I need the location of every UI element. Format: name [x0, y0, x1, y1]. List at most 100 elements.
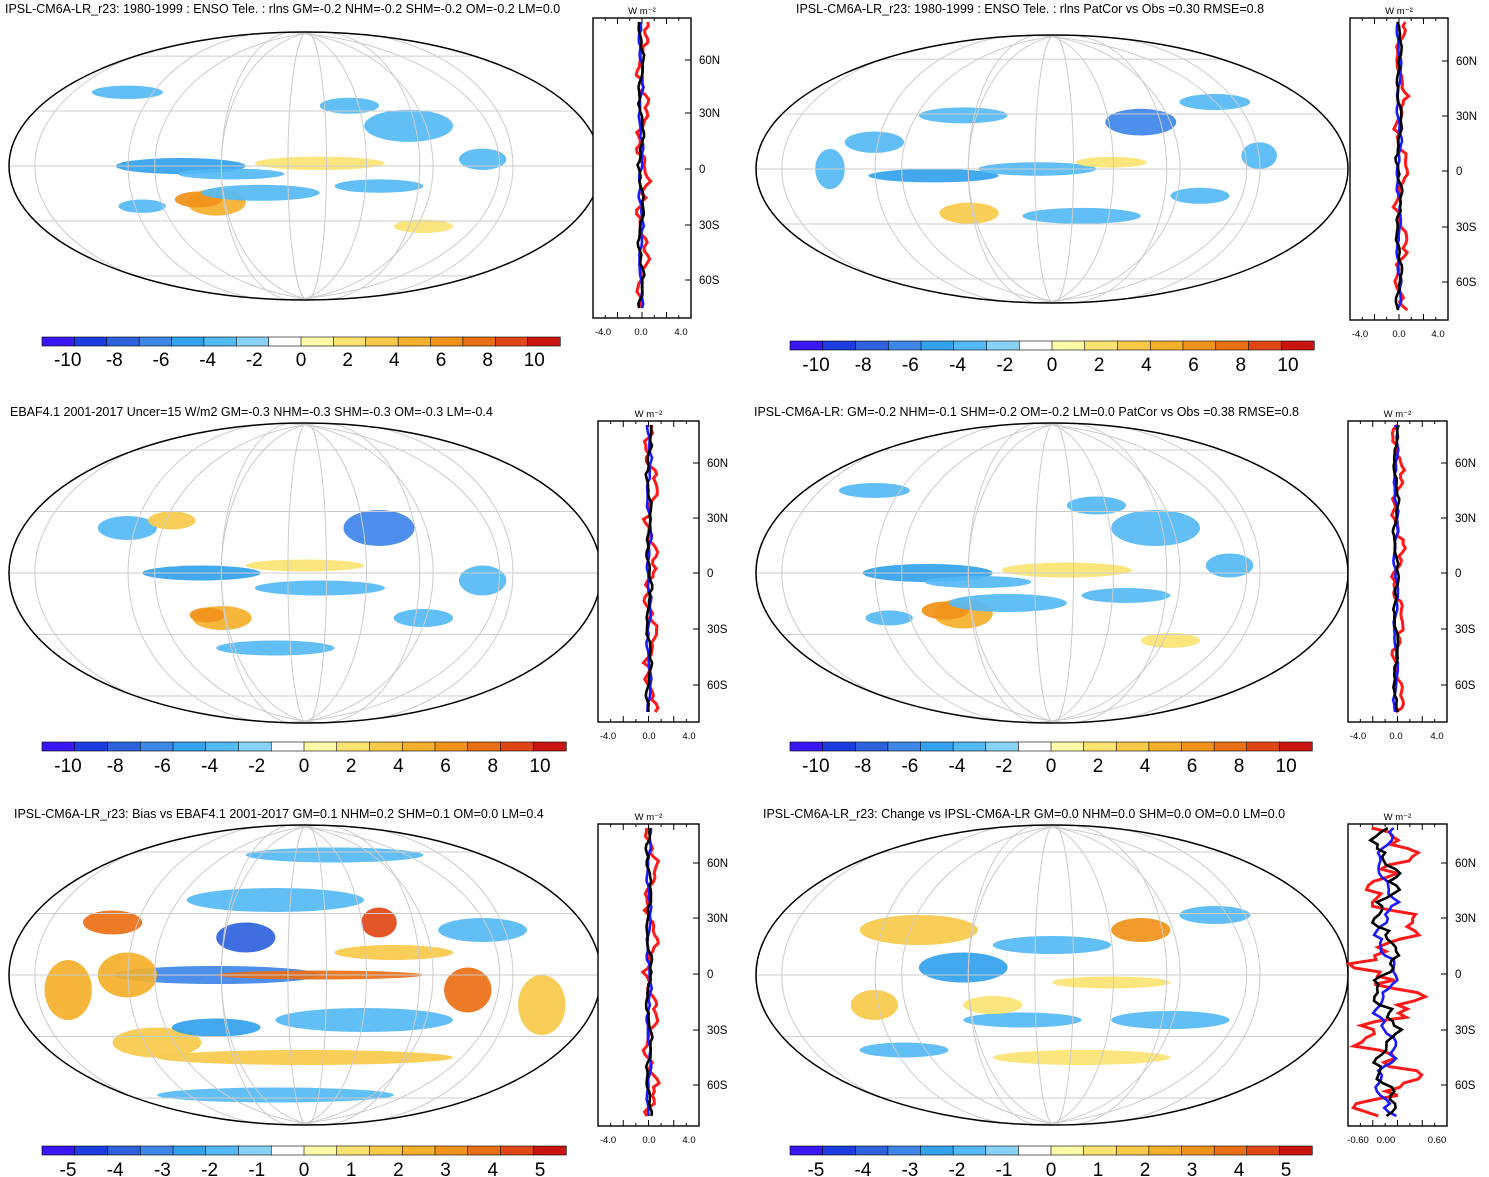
panel-title: EBAF4.1 2001-2017 Uncer=15 W/m2 GM=-0.3 …: [10, 405, 493, 419]
profile-frame: [1347, 823, 1448, 1127]
anomaly-patch: [157, 1050, 453, 1065]
colorbar-swatch: [1149, 340, 1184, 351]
panel-title: IPSL-CM6A-LR_r23: Change vs IPSL-CM6A-LR…: [763, 807, 1285, 821]
anomaly-patch: [97, 516, 157, 540]
colorbar-label: 4: [1141, 355, 1152, 376]
colorbar-swatch: [303, 1145, 338, 1156]
colorbar-label: 5: [1281, 1160, 1292, 1177]
longitude-line: [874, 423, 1181, 723]
colorbar-swatch: [1051, 340, 1086, 351]
x-tick-label: 4.0: [674, 327, 687, 338]
anomaly-patch: [186, 888, 365, 912]
lat-tick-label: 0: [699, 164, 705, 176]
anomaly-patch: [1111, 510, 1200, 546]
colorbar-label: 1: [346, 1160, 357, 1177]
longitude-line: [220, 825, 421, 1125]
colorbar-label: 2: [342, 350, 353, 371]
longitude-line: [127, 423, 434, 723]
colorbar-swatch: [532, 741, 567, 752]
colorbar-label: 8: [488, 756, 499, 777]
colorbar-swatch: [203, 336, 237, 347]
colorbar-label: 4: [488, 1160, 499, 1177]
profile-line-black: [644, 827, 654, 1117]
colorbar-label: 8: [1236, 355, 1247, 376]
zonal-mean-profile: 60N 30N 0 30S 60S W m⁻² -4.0 0.0 4.0: [597, 409, 728, 742]
colorbar-swatch: [527, 336, 561, 347]
colorbar-label: -2: [996, 355, 1013, 376]
lat-tick-label: 0: [1456, 166, 1462, 178]
longitude-line: [874, 35, 1181, 303]
anomaly-patch: [1022, 207, 1141, 224]
longitude-line: [34, 423, 501, 723]
anomaly-patch: [868, 169, 999, 183]
panel-title: IPSL-CM6A-LR_r23: Bias vs EBAF4.1 2001-2…: [14, 807, 544, 821]
anomaly-patch: [1111, 1011, 1230, 1029]
colorbar-swatch: [1181, 741, 1215, 752]
lat-tick-label: 60S: [1455, 680, 1476, 692]
colorbar-label: 2: [346, 756, 357, 777]
colorbar-label: 0: [1046, 1160, 1057, 1177]
panel-p3: EBAF4.1 2001-2017 Uncer=15 W/m2 GM=-0.3 …: [8, 405, 728, 777]
anomaly-patch: [245, 847, 424, 863]
x-tick-label: -4.0: [600, 731, 616, 742]
panel-title: IPSL-CM6A-LR_r23: 1980-1999 : ENSO Tele.…: [5, 2, 560, 16]
anomaly-patch: [438, 918, 527, 942]
colorbar-label: 0: [1047, 355, 1058, 376]
anomaly-patch: [838, 483, 910, 498]
colorbar-swatch: [238, 741, 272, 752]
lat-tick-label: 0: [707, 568, 713, 580]
x-tick-label: 4.0: [682, 1135, 695, 1146]
colorbar-label: 0: [1046, 756, 1057, 777]
panel-title: IPSL-CM6A-LR: GM=-0.2 NHM=-0.1 SHM=-0.2 …: [754, 405, 1299, 419]
x-tick-label: 0.60: [1428, 1135, 1447, 1146]
anomaly-patch: [518, 975, 566, 1035]
colorbar-swatch: [1213, 1145, 1248, 1156]
lat-tick-label: 30N: [1456, 111, 1477, 123]
longitude-line: [34, 32, 501, 300]
panel-title: IPSL-CM6A-LR_r23: 1980-1999 : ENSO Tele.…: [796, 2, 1264, 16]
colorbar-swatch: [920, 340, 955, 351]
anomaly-patch: [865, 610, 913, 626]
anomaly-patch: [177, 168, 285, 180]
colorbar-swatch: [985, 1145, 1019, 1156]
colorbar-label: -8: [854, 756, 871, 777]
x-tick-label: 0.00: [1377, 1135, 1396, 1146]
colorbar-swatch: [138, 336, 173, 347]
colorbar-label: 2: [1093, 756, 1104, 777]
colorbar-swatch: [822, 1145, 856, 1156]
longitude-line: [287, 825, 328, 1125]
anomaly-patch: [364, 109, 453, 142]
world-map: [756, 423, 1348, 723]
colorbar-swatch: [854, 741, 889, 752]
colorbar-swatch: [1018, 1145, 1052, 1156]
colorbar-swatch: [467, 1145, 502, 1156]
colorbar-swatch: [205, 1145, 240, 1156]
units-label: W m⁻²: [635, 409, 663, 420]
colorbar-label: -4: [949, 355, 966, 376]
colorbar-swatch: [1215, 340, 1250, 351]
lat-tick-label: 60S: [1455, 1080, 1476, 1092]
colorbar-swatch: [789, 1145, 824, 1156]
colorbar-label: -6: [902, 355, 919, 376]
colorbar-label: 4: [1234, 1160, 1245, 1177]
colorbar-label: -5: [60, 1160, 77, 1177]
anomaly-patch: [171, 1018, 261, 1037]
colorbar: -10 -8 -6 -4 -2 0 2 4 6 8 10: [41, 741, 567, 777]
colorbar-swatch: [952, 1145, 987, 1156]
anomaly-patch: [444, 967, 492, 1013]
colorbar-swatch: [1248, 340, 1282, 351]
colorbar-label: 3: [440, 1160, 451, 1177]
lat-tick-label: 30S: [707, 1025, 728, 1037]
anomaly-patch: [1170, 187, 1230, 204]
anomaly-patch: [924, 576, 1032, 588]
colorbar-swatch: [333, 336, 367, 347]
colorbar-swatch: [887, 1145, 922, 1156]
anomaly-patch: [1001, 562, 1132, 578]
colorbar-swatch: [365, 336, 399, 347]
lat-tick-label: 0: [1455, 969, 1461, 981]
colorbar-swatch: [1050, 741, 1085, 752]
colorbar-swatch: [1083, 741, 1117, 752]
colorbar-swatch: [172, 1145, 207, 1156]
colorbar: -10 -8 -6 -4 -2 0 2 4 6 8 10: [789, 741, 1313, 777]
lat-tick-label: 30N: [707, 513, 728, 525]
